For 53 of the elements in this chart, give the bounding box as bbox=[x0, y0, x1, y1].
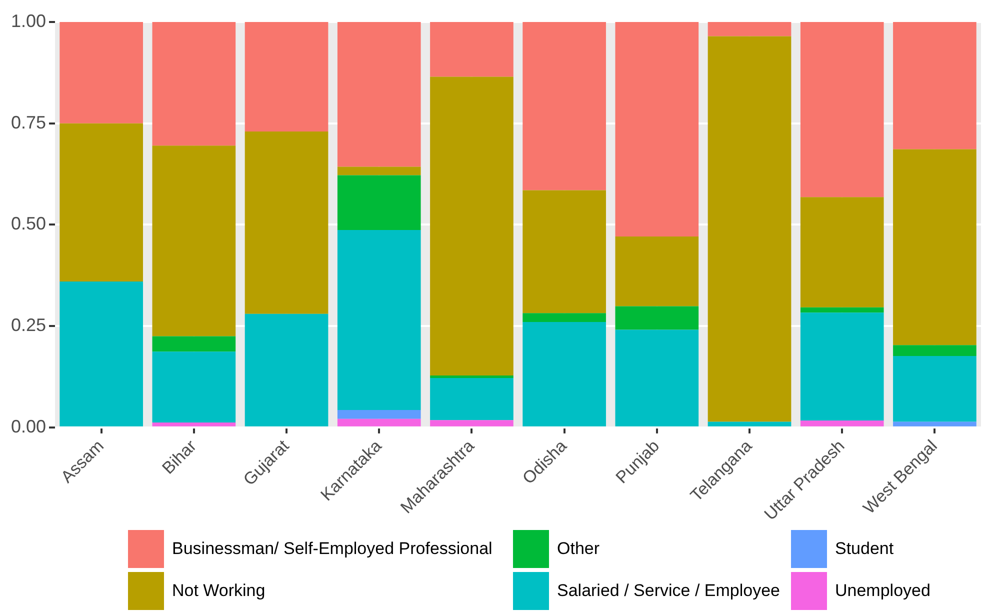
legend-label: Salaried / Service / Employee bbox=[557, 581, 780, 601]
legend-label: Unemployed bbox=[835, 581, 930, 601]
bar bbox=[60, 281, 143, 426]
bar bbox=[337, 22, 421, 167]
bar bbox=[708, 422, 792, 426]
bar bbox=[337, 175, 421, 230]
bar bbox=[337, 230, 421, 410]
bar bbox=[893, 149, 976, 346]
legend-label: Not Working bbox=[172, 581, 266, 601]
bar bbox=[708, 36, 792, 422]
bar bbox=[800, 307, 884, 313]
y-tick-label: 0.75 bbox=[10, 112, 46, 132]
bar bbox=[337, 166, 421, 176]
bar bbox=[430, 420, 514, 426]
legend-label: Businessman/ Self-Employed Professional bbox=[172, 539, 492, 559]
bar bbox=[522, 313, 606, 322]
bar bbox=[60, 123, 143, 282]
bar bbox=[522, 322, 606, 426]
y-tick-label: 0.00 bbox=[10, 416, 46, 436]
bar bbox=[800, 22, 884, 198]
bar bbox=[337, 418, 421, 426]
bar bbox=[800, 312, 884, 421]
bar bbox=[152, 22, 236, 146]
y-tick-label: 1.00 bbox=[10, 10, 46, 31]
bar bbox=[615, 306, 699, 330]
bar bbox=[60, 22, 143, 124]
bar bbox=[893, 356, 976, 422]
bar bbox=[893, 22, 976, 150]
bar bbox=[430, 76, 514, 376]
bar bbox=[522, 190, 606, 314]
bar bbox=[615, 22, 699, 236]
bar bbox=[708, 22, 792, 36]
bar bbox=[430, 378, 514, 420]
bar bbox=[152, 146, 236, 336]
y-tick-label: 0.25 bbox=[10, 315, 46, 336]
bar bbox=[430, 22, 514, 77]
bar bbox=[800, 197, 884, 308]
y-tick-label: 0.50 bbox=[10, 214, 46, 234]
bar bbox=[244, 314, 328, 426]
bar bbox=[152, 336, 236, 352]
bar bbox=[800, 420, 884, 426]
bar bbox=[893, 422, 976, 426]
bar bbox=[615, 236, 699, 306]
bar bbox=[152, 352, 236, 423]
bar bbox=[337, 410, 421, 419]
bar bbox=[244, 131, 328, 314]
legend-label: Other bbox=[557, 539, 600, 559]
bar bbox=[244, 22, 328, 132]
bar bbox=[615, 330, 699, 426]
bar bbox=[893, 345, 976, 356]
legend-label: Student bbox=[835, 539, 894, 559]
bar bbox=[152, 422, 236, 426]
bar bbox=[522, 22, 606, 190]
